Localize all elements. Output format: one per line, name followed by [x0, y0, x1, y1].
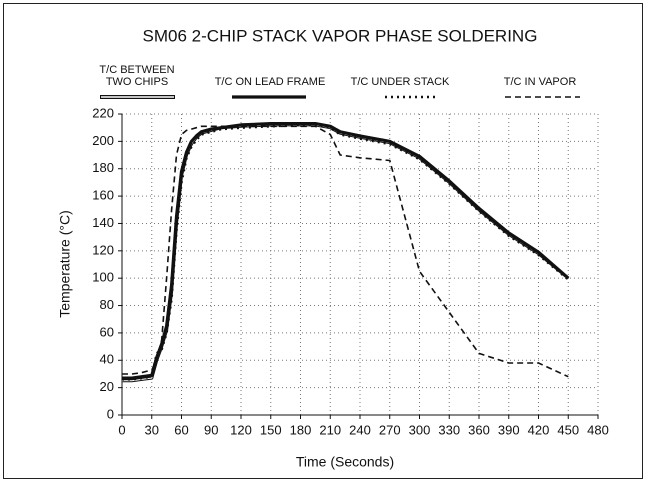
x-tick-label: 240: [349, 422, 371, 437]
x-tick-label: 30: [145, 422, 159, 437]
x-tick-label: 0: [118, 422, 125, 437]
legend-label: T/C ON LEAD FRAME: [214, 76, 326, 88]
x-tick-label: 270: [379, 422, 401, 437]
y-tick-label: 220: [92, 105, 114, 120]
x-tick-label: 180: [290, 422, 312, 437]
series-line: [122, 123, 570, 381]
chart-title: SM06 2-CHIP STACK VAPOR PHASE SOLDERING: [143, 26, 538, 45]
x-tick-label: 390: [498, 422, 520, 437]
y-tick-label: 60: [100, 324, 114, 339]
x-axis-label: Time (Seconds): [296, 454, 394, 470]
y-tick-label: 180: [92, 160, 114, 175]
y-tick-label: 40: [100, 352, 114, 367]
x-tick-label: 150: [260, 422, 282, 437]
legend-label: T/C IN VAPOR: [503, 76, 577, 88]
y-tick-label: 80: [100, 297, 114, 312]
x-tick-label: 420: [528, 422, 550, 437]
x-tick-label: 330: [438, 422, 460, 437]
y-tick-label: 120: [92, 242, 114, 257]
x-tick-label: 90: [204, 422, 218, 437]
x-tick-label: 210: [319, 422, 341, 437]
y-tick-label: 200: [92, 133, 114, 148]
legend-label: T/C UNDER STACK: [350, 76, 450, 88]
y-tick-label: 160: [92, 188, 114, 203]
frame: [3, 3, 643, 479]
y-tick-label: 20: [100, 379, 114, 394]
series-line-inner: [122, 124, 569, 382]
x-tick-label: 480: [587, 422, 609, 437]
y-tick-label: 140: [92, 215, 114, 230]
series-line: [122, 123, 570, 383]
series-line: [122, 122, 570, 380]
x-tick-label: 60: [174, 422, 188, 437]
y-tick-label: 0: [107, 406, 114, 421]
y-tick-label: 100: [92, 270, 114, 285]
x-tick-label: 300: [409, 422, 431, 437]
legend-label: T/C BETWEEN TWO CHIPS: [99, 64, 175, 88]
x-tick-label: 450: [557, 422, 579, 437]
y-axis-label: Temperature (°C): [57, 210, 73, 318]
series-line: [122, 125, 569, 378]
x-tick-label: 360: [468, 422, 490, 437]
x-tick-label: 120: [230, 422, 252, 437]
